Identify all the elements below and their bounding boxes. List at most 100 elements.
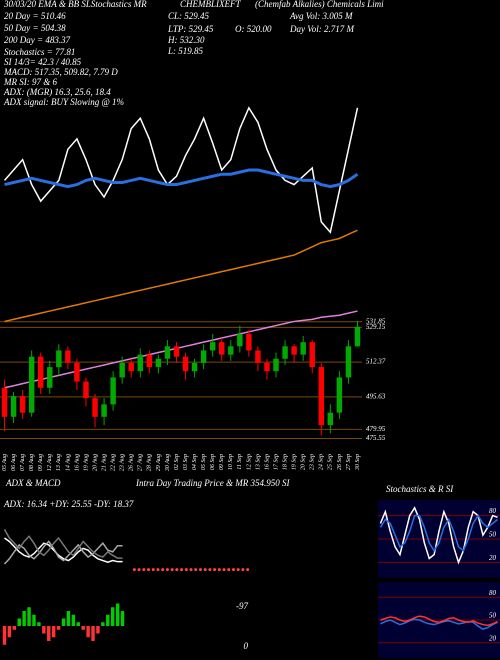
x-tick-label: 30 Aug (165, 454, 171, 472)
candle-body (19, 396, 26, 413)
header-text: MR SI: 97 & 6 (3, 77, 57, 87)
x-tick-label: 28 Aug (147, 454, 153, 471)
header-text: Stochastics = 77.81 (4, 47, 75, 57)
x-tick-label: 20 Sep (301, 454, 307, 470)
price-dot (208, 568, 212, 572)
candle-body (209, 342, 216, 351)
x-tick-label: 16 Aug (74, 454, 80, 471)
y-tick-label: 479.95 (366, 425, 386, 433)
candle-body (137, 354, 143, 372)
histogram-bar (61, 618, 66, 626)
candle-body (264, 362, 270, 372)
panel-title: ADX & MACD (5, 478, 61, 488)
x-tick-label: 29 Aug (156, 454, 162, 471)
histogram-bar (96, 626, 100, 634)
x-tick-label: 06 Aug (11, 454, 17, 471)
candle-body (56, 350, 62, 368)
header-text: LTP: 529.45 (167, 24, 214, 34)
price-dot (241, 568, 245, 572)
candle-body (191, 362, 198, 372)
price-dot (194, 568, 198, 572)
x-tick-label: 09 Aug (38, 454, 44, 471)
candle-body (155, 358, 162, 368)
x-tick-label: 20 Aug (92, 454, 98, 471)
x-tick-label: 06 Sep (210, 454, 216, 470)
candle-body (38, 356, 44, 388)
header-text: CL: 529.45 (168, 11, 210, 21)
histogram-bar (47, 626, 51, 641)
price-dot (231, 568, 235, 572)
histogram-bar (81, 626, 85, 630)
indicator-line (379, 514, 499, 553)
x-tick-label: 19 Sep (292, 454, 298, 470)
header-text: 50 Day = 504.38 (4, 23, 66, 33)
candle-body (110, 377, 116, 405)
header-text: O: 520.00 (235, 24, 272, 34)
candle-body (309, 342, 315, 368)
histogram-bar (37, 622, 41, 626)
x-tick-label: 04 Sep (191, 454, 198, 470)
x-tick-label: 08 Aug (29, 454, 35, 471)
histogram-bar (71, 614, 76, 626)
candle-body (327, 412, 334, 426)
histogram-bar (17, 618, 21, 626)
y-tick-label: 475.55 (366, 434, 386, 442)
histogram-bar (42, 626, 46, 634)
indicator-line (380, 618, 498, 630)
x-tick-label: 16 Sep (264, 454, 270, 470)
candle-body (237, 333, 243, 347)
candle-body (228, 346, 234, 355)
candle-body (65, 350, 71, 363)
panel-title: Stochastics & R SI (386, 484, 454, 494)
candle-body (146, 354, 153, 368)
price-dot (189, 568, 193, 572)
header-text: H: 532.30 (167, 35, 205, 45)
histogram-bar (27, 607, 31, 626)
header-text: CHEMBLIXEFT (180, 0, 241, 9)
y-tick-label: 20 (489, 554, 497, 562)
candle-body (219, 342, 225, 355)
x-tick-label: 23 Aug (120, 454, 126, 471)
candle-body (101, 404, 107, 417)
price-dot (203, 568, 207, 572)
indicator-line (3, 528, 123, 559)
header-text: L: 519.85 (167, 46, 204, 56)
header-text: MACD: 517.35, 509.82, 7.79 D (3, 67, 118, 77)
candle-body (10, 396, 17, 417)
x-tick-label: 25 Sep (328, 454, 334, 470)
y-tick-label: 512.37 (366, 358, 386, 366)
price-dot (213, 568, 217, 572)
header-text: 200 Day = 483.37 (4, 35, 71, 45)
indicator-line (4, 310, 358, 389)
y-tick-label: 529.15 (366, 323, 386, 331)
price-dot (217, 568, 221, 572)
x-tick-label: 30 Sep (355, 454, 361, 471)
header-text: ADX signal: BUY Slowing @ 1% (3, 97, 124, 107)
price-dot (198, 568, 202, 572)
histogram-bar (110, 607, 115, 626)
histogram-bar (7, 626, 12, 638)
price-dot (142, 568, 146, 572)
x-tick-label: 27 Aug (138, 454, 144, 471)
candle-body (28, 356, 35, 413)
y-tick-label: 531.85 (366, 317, 386, 325)
x-tick-label: 26 Aug (129, 454, 135, 471)
x-tick-label: 12 Sep (246, 454, 252, 470)
candle-body (74, 362, 80, 382)
candle-body (173, 346, 180, 357)
histogram-bar (12, 626, 17, 630)
candle-body (200, 350, 207, 363)
histogram-bar (56, 626, 61, 630)
histogram-bar (2, 626, 7, 645)
candle-body (345, 346, 352, 378)
candle-body (354, 326, 361, 347)
histogram-bar (76, 622, 80, 626)
candle-body (282, 346, 288, 359)
indicator-line (4, 229, 358, 323)
candle-body (47, 367, 53, 388)
price-dot (165, 568, 169, 572)
x-tick-label: 17 Sep (273, 454, 279, 470)
header-text: SI 14/3= 42.3 / 40.85 (4, 57, 82, 67)
price-dot (184, 568, 188, 572)
